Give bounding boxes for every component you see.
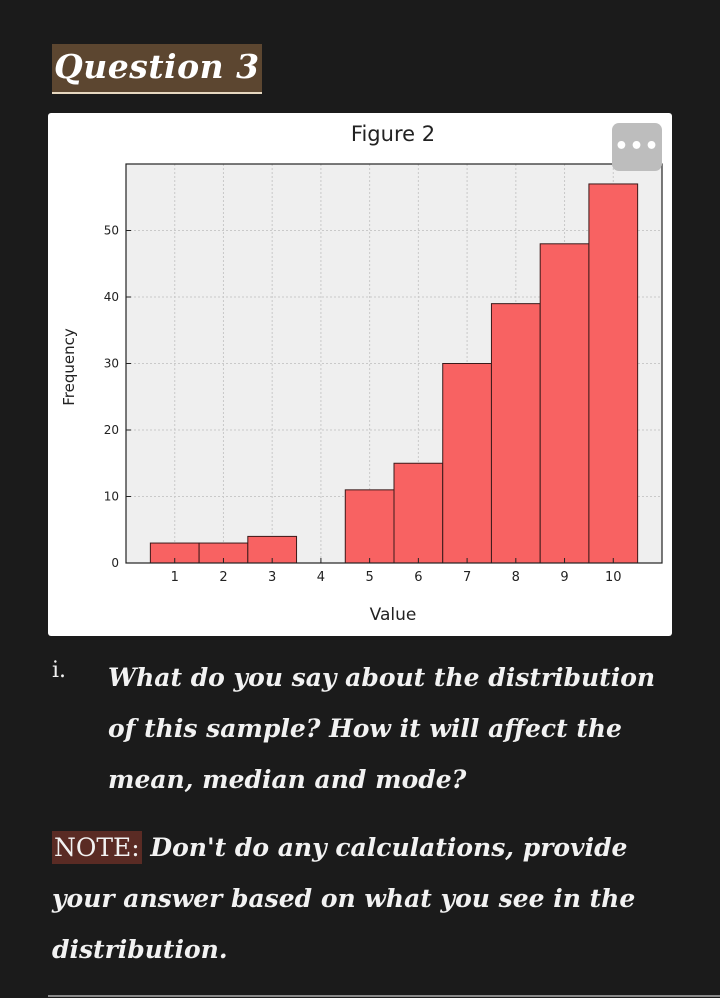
y-tick-label: 10 xyxy=(104,490,119,504)
y-tick-label: 0 xyxy=(111,556,119,570)
question-text: What do you say about the distribution o… xyxy=(108,663,656,794)
chart-title: Figure 2 xyxy=(351,122,435,146)
histogram-bar-6 xyxy=(393,462,444,564)
question-title: Question 3 xyxy=(52,44,262,94)
more-options-button[interactable]: ••• xyxy=(612,123,662,171)
x-tick-label: 7 xyxy=(463,570,471,585)
x-axis-label: Value xyxy=(370,605,417,625)
y-tick-label: 20 xyxy=(104,423,119,437)
histogram-bar-9 xyxy=(539,243,590,564)
question-number: i. xyxy=(52,658,67,683)
histogram-bar-10 xyxy=(588,183,639,564)
x-tick-label: 9 xyxy=(560,570,568,585)
x-tick-label: 3 xyxy=(268,570,276,585)
divider xyxy=(48,995,720,997)
x-tick-label: 8 xyxy=(512,570,520,585)
x-tick-label: 2 xyxy=(219,570,227,585)
chart-card: Figure 2 1 2 3 4 5 6 7 8 9 10 0 10 20 30 40 50 Frequenc… xyxy=(48,113,672,636)
y-axis-label: Frequency xyxy=(60,328,78,406)
y-tick-label: 30 xyxy=(104,357,119,371)
histogram-bar-7 xyxy=(442,363,492,564)
histogram-bar-5 xyxy=(344,489,395,564)
y-tick-label: 40 xyxy=(104,290,119,304)
histogram-chart: Figure 2 1 2 3 4 5 6 7 8 9 10 0 10 20 30 40 50 Frequenc… xyxy=(60,122,663,625)
x-tick-label: 4 xyxy=(317,570,325,585)
x-tick-label: 5 xyxy=(365,570,373,585)
y-tick-label: 50 xyxy=(104,224,119,238)
x-tick-label: 6 xyxy=(414,570,422,585)
x-tick-label: 1 xyxy=(171,570,179,585)
histogram-bar-8 xyxy=(490,303,541,564)
plot-area: 1 2 3 4 5 6 7 8 9 10 0 10 20 30 40 50 xyxy=(104,163,663,585)
x-tick-label: 10 xyxy=(605,570,622,585)
note-text: Don't do any calculations, provide your … xyxy=(52,833,636,964)
note-block: NOTE: Don't do any calculations, provide… xyxy=(52,822,672,975)
note-label: NOTE: xyxy=(52,831,142,864)
